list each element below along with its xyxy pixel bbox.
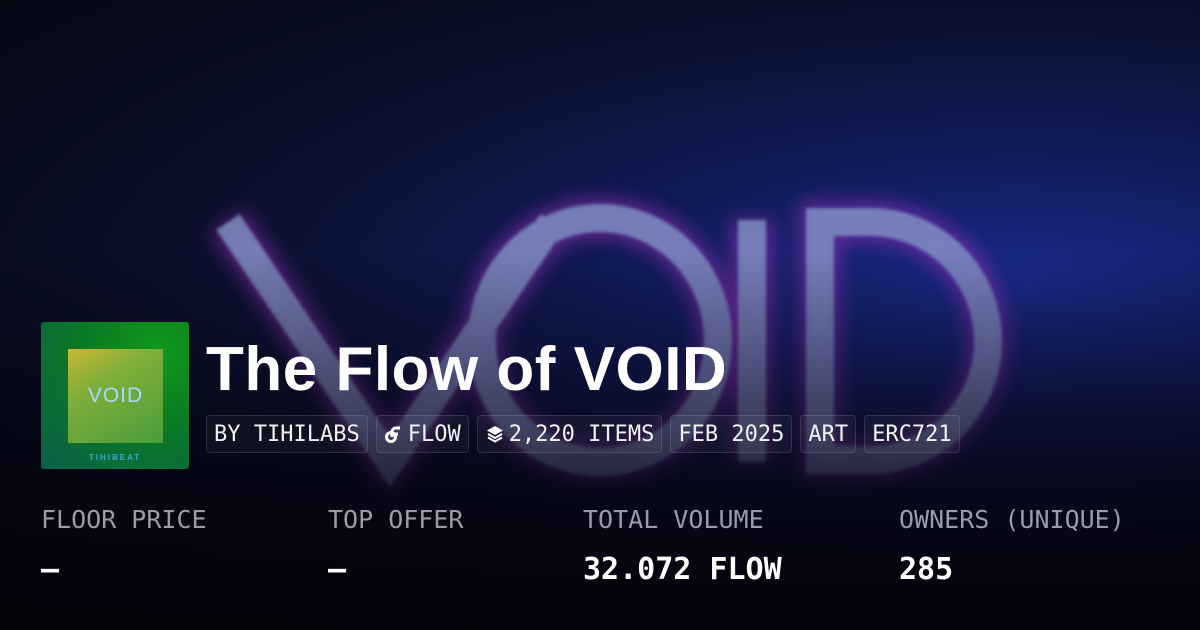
- stat-value: 32.072 FLOW: [583, 552, 782, 587]
- thumbnail-artwork: VOID: [68, 349, 163, 443]
- chip-standard: ERC721: [864, 415, 960, 453]
- stat-value: –: [328, 552, 347, 587]
- chip-date: FEB 2025: [670, 415, 793, 453]
- stat-total-volume: TOTAL VOLUME 32.072 FLOW: [583, 505, 782, 587]
- stat-top-offer: TOP OFFER –: [328, 505, 463, 587]
- chip-label: FEB 2025: [678, 421, 785, 447]
- collection-title: The Flow of VOID: [206, 335, 728, 404]
- chip-label: 2,220 ITEMS: [508, 421, 655, 447]
- collection-chips: BY TIHILABS FLOW 2,220 ITEMS FEB 2025 AR…: [206, 415, 960, 453]
- stat-value: –: [41, 552, 60, 587]
- chip-category[interactable]: ART: [800, 415, 857, 453]
- stat-label: OWNERS (UNIQUE): [899, 505, 1125, 534]
- layers-icon: [486, 426, 503, 443]
- chip-label: BY TIHILABS: [214, 421, 360, 447]
- stat-floor-price: FLOOR PRICE –: [41, 505, 207, 587]
- chip-label: ERC721: [872, 421, 952, 447]
- chip-creator[interactable]: BY TIHILABS: [206, 415, 368, 453]
- stat-owners: OWNERS (UNIQUE) 285: [899, 505, 1125, 587]
- chip-items[interactable]: 2,220 ITEMS: [476, 415, 663, 453]
- thumbnail-brand: TIHIBEAT: [88, 453, 142, 462]
- collection-thumbnail: VOID TIHIBEAT: [41, 322, 189, 469]
- stat-label: FLOOR PRICE: [41, 505, 207, 534]
- chip-chain[interactable]: FLOW: [375, 415, 469, 453]
- stat-label: TOP OFFER: [328, 505, 464, 534]
- flow-logo-icon: [384, 426, 400, 443]
- stat-value: 285: [899, 552, 954, 587]
- chip-label: FLOW: [407, 421, 461, 447]
- stat-label: TOTAL VOLUME: [583, 505, 764, 534]
- chip-label: ART: [808, 421, 849, 447]
